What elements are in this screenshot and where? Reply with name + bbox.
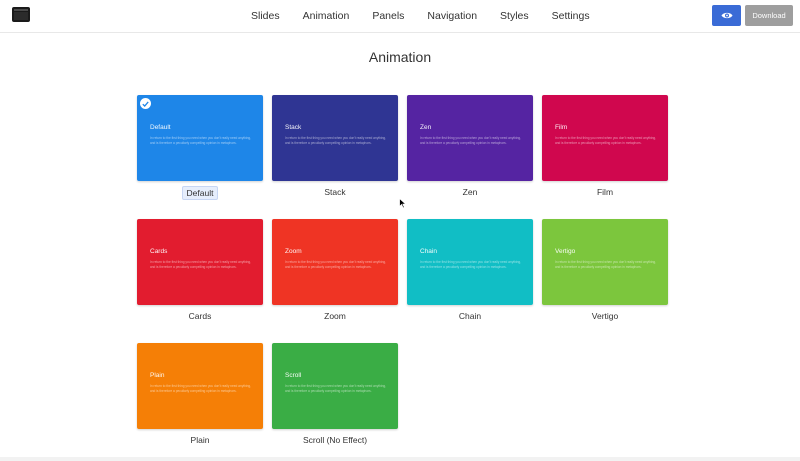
card-preview-text: In return to the first thing you need wh… — [420, 260, 522, 269]
card-label-plain[interactable]: Plain — [137, 435, 263, 445]
card-preview-text: In return to the first thing you need wh… — [285, 136, 387, 145]
nav-navigation[interactable]: Navigation — [427, 10, 478, 22]
card-label-stack[interactable]: Stack — [272, 187, 398, 197]
card-preview-text: In return to the first thing you need wh… — [555, 136, 657, 145]
card-preview-text: In return to the first thing you need wh… — [150, 260, 252, 269]
eye-icon — [721, 12, 732, 19]
card-label-text: Chain — [458, 311, 482, 321]
card-label-text: Vertigo — [591, 311, 619, 321]
logo-icon[interactable] — [11, 6, 31, 23]
card-preview-title: Plain — [150, 372, 165, 379]
animation-card-cards[interactable]: Cards In return to the first thing you ne… — [137, 219, 263, 305]
animation-card-zen[interactable]: Zen In return to the first thing you need… — [407, 95, 533, 181]
main-nav: Slides Animation Panels Navigation Style… — [251, 0, 613, 32]
card-label-text: Zen — [462, 187, 478, 197]
card-preview-text: In return to the first thing you need wh… — [555, 260, 657, 269]
card-label-text: Cards — [188, 311, 212, 321]
card-label-default[interactable]: Default — [137, 186, 263, 200]
nav-panels[interactable]: Panels — [372, 10, 405, 22]
card-preview-title: Film — [555, 124, 568, 131]
page-title: Animation — [368, 49, 432, 65]
page-bottom-edge — [0, 457, 800, 461]
card-label-text: Stack — [324, 187, 346, 197]
nav-settings[interactable]: Settings — [551, 10, 590, 22]
download-button[interactable]: Download — [745, 5, 793, 26]
card-label-film[interactable]: Film — [542, 187, 668, 197]
animation-card-chain[interactable]: Chain In return to the first thing you ne… — [407, 219, 533, 305]
card-label-vertigo[interactable]: Vertigo — [542, 311, 668, 321]
card-preview-title: Chain — [420, 248, 437, 255]
nav-slides[interactable]: Slides — [251, 10, 280, 22]
card-label-text: Scroll (No Effect) — [302, 435, 368, 445]
card-preview-title: Vertigo — [555, 248, 576, 255]
animation-card-film[interactable]: Film In return to the first thing you nee… — [542, 95, 668, 181]
card-preview-text: In return to the first thing you need wh… — [150, 384, 252, 393]
card-preview-title: Default — [150, 124, 171, 131]
card-preview-title: Scroll — [285, 372, 302, 379]
card-label-zoom[interactable]: Zoom — [272, 311, 398, 321]
animation-card-stack[interactable]: Stack In return to the first thing you ne… — [272, 95, 398, 181]
nav-styles[interactable]: Styles — [500, 10, 529, 22]
card-label-text: Plain — [190, 435, 210, 445]
top-bar: Slides Animation Panels Navigation Style… — [0, 0, 800, 33]
card-preview-title: Zen — [420, 124, 432, 131]
animation-card-default[interactable]: Default In return to the first thing you … — [137, 95, 263, 181]
animation-card-zoom[interactable]: Zoom In return to the first thing you nee… — [272, 219, 398, 305]
card-label-scroll[interactable]: Scroll (No Effect) — [272, 435, 398, 445]
card-preview-text: In return to the first thing you need wh… — [420, 136, 522, 145]
nav-animation[interactable]: Animation — [302, 10, 350, 22]
animation-card-scroll[interactable]: Scroll In return to the first thing you n… — [272, 343, 398, 429]
card-label-text: Film — [596, 187, 614, 197]
animation-card-plain[interactable]: Plain In return to the first thing you ne… — [137, 343, 263, 429]
mouse-cursor-icon — [399, 198, 407, 209]
card-preview-text: In return to the first thing you need wh… — [285, 384, 387, 393]
card-preview-title: Zoom — [285, 248, 302, 255]
card-preview-title: Stack — [285, 124, 302, 131]
card-label-text: Zoom — [324, 311, 346, 321]
animation-card-vertigo[interactable]: Vertigo In return to the first thing you … — [542, 219, 668, 305]
card-label-chain[interactable]: Chain — [407, 311, 533, 321]
card-preview-text: In return to the first thing you need wh… — [285, 260, 387, 269]
check-icon — [140, 98, 151, 109]
card-preview-text: In return to the first thing you need wh… — [150, 136, 252, 145]
card-preview-title: Cards — [150, 248, 168, 255]
card-label-zen[interactable]: Zen — [407, 187, 533, 197]
card-label-cards[interactable]: Cards — [137, 311, 263, 321]
card-label-text: Default — [181, 186, 219, 200]
preview-button[interactable] — [712, 5, 741, 26]
